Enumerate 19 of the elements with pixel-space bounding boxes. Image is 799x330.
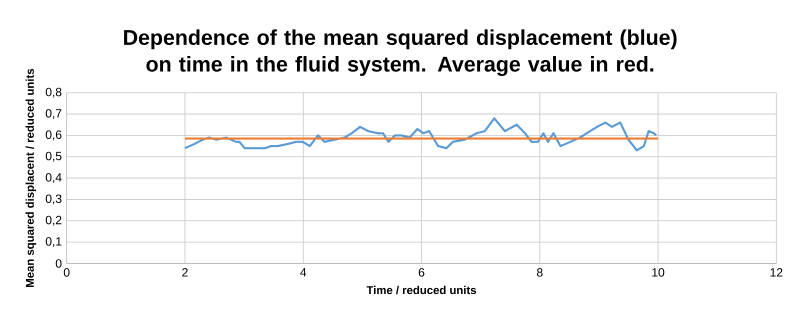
x-tick-label: 0 (64, 268, 70, 277)
y-tick-label: 0,5 (46, 152, 62, 162)
y-tick-label: 0,2 (46, 216, 62, 226)
x-tick-label: 4 (300, 268, 306, 276)
y-tick-label: 0,3 (46, 194, 62, 204)
y-tick-label: 0,4 (46, 173, 62, 183)
chart-title: Dependence of the mean squared displacement (blue) on time in the fluid system. Average value in red. (124, 29, 677, 76)
x-tick-label: 8 (536, 268, 543, 277)
y-tick-label: 0 (56, 259, 62, 268)
x-tick-label: 6 (418, 268, 424, 277)
y-tick-label: 0,8 (46, 88, 62, 98)
x-tick-label: 12 (770, 268, 782, 276)
x-tick-label: 10 (652, 268, 664, 277)
y-tick-label: 0,6 (46, 130, 62, 140)
x-tick-label: 2 (182, 268, 188, 276)
y-tick-label: 0,7 (46, 109, 62, 119)
x-axis-title: Time / reduced units (366, 286, 476, 294)
y-tick-label: 0,1 (46, 237, 62, 247)
y-axis-title: Mean squared displacent / reduced units (26, 68, 36, 287)
